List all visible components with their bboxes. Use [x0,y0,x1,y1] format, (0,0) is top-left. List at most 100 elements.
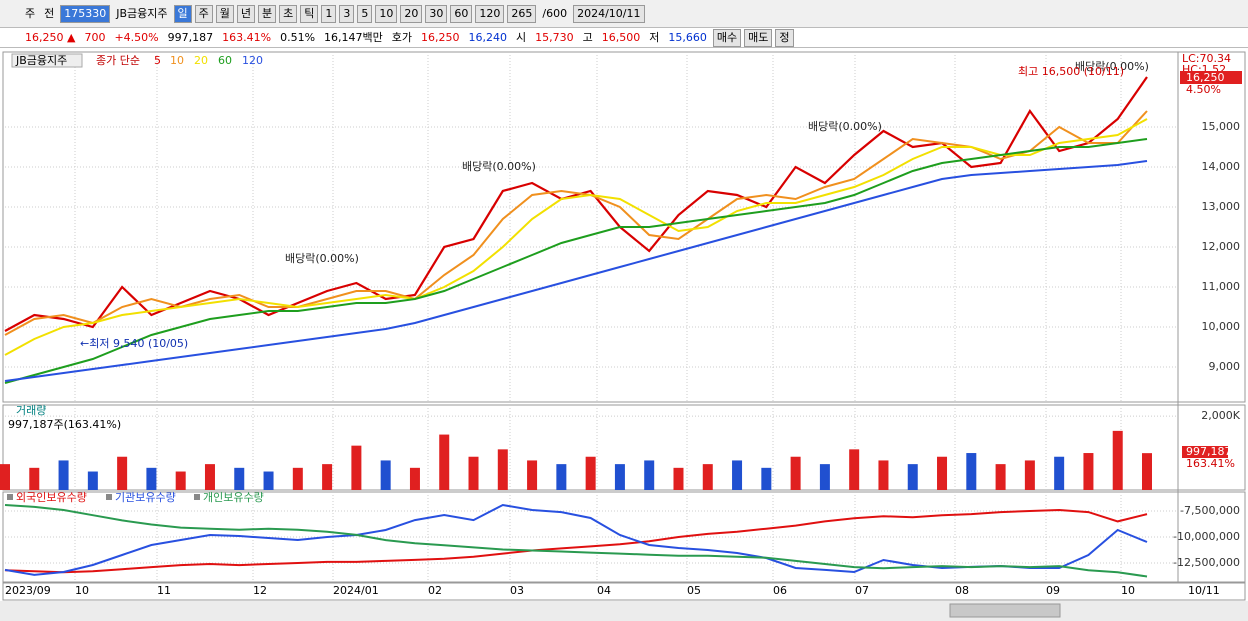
volume-bar [263,471,274,490]
volume-bar [146,467,157,490]
toolbar-item[interactable]: 일 [173,4,192,23]
x-tick-label: 10 [75,584,89,597]
toolbar-item[interactable]: 매도 [744,28,773,47]
toolbar-item: 15,730 [535,30,574,44]
volume-bar [409,467,420,490]
right-label: LC:70.34 [1182,52,1231,65]
volume-bar [673,467,684,490]
y-tick-label: 11,000 [1202,280,1241,293]
series-line [4,508,1148,574]
x-tick-label: 06 [773,584,787,597]
toolbar-item: 고 [582,30,593,44]
toolbar-item[interactable]: 2024/10/11 [573,4,645,23]
info-bar: 16,250 ▲ 700 +4.50% 997,187 163.41% 0.51% 16,1… [0,28,1248,48]
toolbar-item[interactable]: 175330 [60,4,111,23]
legend-entry: 개인보유수량 [203,491,264,504]
toolbar-item[interactable]: 년 [236,4,256,23]
toolbar-item: 호가 [391,30,413,44]
volume-bar [58,460,69,490]
toolbar-item[interactable]: 매수 [712,28,742,47]
volume-bar [527,460,538,490]
volume-bar [322,464,333,490]
volume-bar [819,464,830,490]
volume-bar [1112,430,1123,490]
title-box [11,53,83,68]
right-label: 4.50% [1186,83,1221,96]
toolbar-item[interactable]: 10 [375,4,398,23]
volume-bar [966,453,977,490]
volume-bar [234,467,245,490]
toolbar-item[interactable]: 주 [194,4,213,23]
y-tick-label: 13,000 [1202,200,1241,213]
volume-bar [204,464,215,490]
volume-bar [761,467,772,490]
volume-bar [1142,453,1152,490]
toolbar-item[interactable]: 분 [258,4,277,23]
toolbar-item[interactable]: 주 [25,6,36,20]
toolbar-item[interactable]: 틱 [300,4,319,23]
toolbar-item[interactable]: 30 [425,4,448,23]
x-tick-label: 11 [157,584,171,597]
volume-bar [556,464,567,490]
annotation: 배당락(0.00%) [462,160,536,173]
toolbar-item[interactable]: JB금융지주 [116,6,168,20]
volume-bar [937,456,948,490]
panel-frame [2,491,1246,583]
toolbar-item[interactable]: 120 [475,4,505,23]
toolbar-item: 700 [84,30,106,44]
toolbar-item: 16,147백만 [324,30,383,44]
legend-entry: 60 [218,54,232,67]
volume-bar [614,464,625,490]
volume-bar [1083,453,1094,490]
y-tick-label: -7,500,000 [1180,504,1240,517]
toolbar-item: 시 [516,30,527,44]
legend-entry: 5 [154,54,161,67]
toolbar-item[interactable]: 월 [215,4,234,23]
x-tick-label: 2023/09 [5,584,51,597]
scrollbar [0,601,1248,621]
volume-bar [380,460,391,490]
annotation: 배당락(0.00%) [285,252,359,265]
chart-title: JB금융지주 [15,54,67,67]
volume-bar [439,434,450,490]
toolbar-item[interactable]: 초 [279,4,298,23]
toolbar-item[interactable]: 3 [339,4,355,23]
series-line [4,138,1148,384]
volume-bar [0,464,10,490]
x-tick-label: 08 [955,584,969,597]
toolbar-item: 16,500 [601,30,641,44]
toolbar-item[interactable]: /600 [542,6,568,20]
volume-bar [1024,460,1035,490]
volume-bar [29,467,40,490]
toolbar-item[interactable]: 60 [450,4,473,23]
volume-bar [468,456,479,490]
legend-entry: 기관보유수량 [115,491,176,504]
right-label: 163.41% [1186,457,1235,470]
legend-prefix: 종가 단순 [96,54,140,67]
series-line [4,504,1148,578]
toolbar-item[interactable]: 1 [321,4,337,23]
toolbar-item: 16,250 ▲ [25,30,76,44]
y-tick-label: 12,000 [1202,240,1241,253]
y-tick-label: 9,000 [1209,360,1241,373]
toolbar-item[interactable]: 20 [400,4,423,23]
y-tick-label: -12,500,000 [1173,556,1240,569]
annotation: 배당락(0.00%) [1075,60,1149,73]
volume-bar [175,471,186,490]
toolbar-item[interactable]: 전 [44,6,55,20]
x-tick-label: 07 [855,584,869,597]
x-tick-label: 09 [1046,584,1060,597]
x-tick-label: 10/11 [1188,584,1220,597]
toolbar-item: 0.51% [280,30,316,44]
volume-bar [732,460,743,490]
toolbar-item[interactable]: 정 [775,28,794,47]
volume-bar [1054,456,1065,490]
volume-bar [585,456,596,490]
toolbar-item[interactable]: 265 [507,4,537,23]
x-tick-label: 10 [1121,584,1135,597]
legend-swatch [194,494,200,500]
toolbar-item[interactable]: 5 [357,4,373,23]
series-line [4,160,1148,382]
y-tick-label: 10,000 [1202,320,1241,333]
y-tick-label: 15,000 [1202,120,1241,133]
